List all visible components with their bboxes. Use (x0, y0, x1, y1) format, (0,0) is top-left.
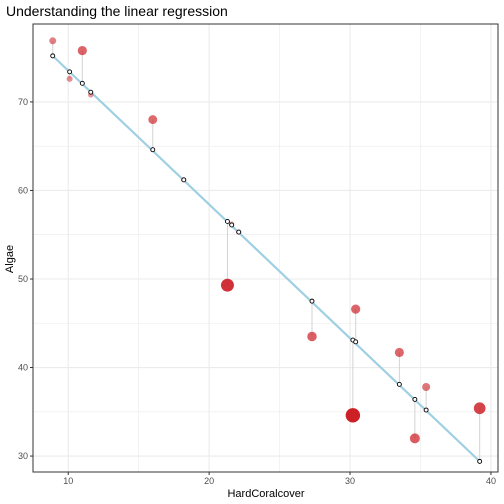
observed-point (148, 115, 158, 125)
y-axis-ticks: 30 40 50 60 70 (18, 97, 33, 461)
observed-point (422, 382, 431, 392)
chart-title: Understanding the linear regression (6, 3, 228, 19)
fitted-point (423, 407, 429, 413)
grid-lines (33, 24, 498, 472)
fitted-point (229, 222, 235, 228)
y-tick-label: 70 (18, 97, 28, 107)
fitted-point (412, 396, 418, 402)
fitted-point (150, 147, 156, 153)
observed-point (351, 304, 361, 314)
fit-line (51, 55, 481, 463)
y-tick-label: 40 (18, 363, 28, 373)
panel-border (32, 23, 499, 473)
fitted-point (88, 89, 94, 95)
observed-points (49, 37, 486, 444)
fitted-point (50, 53, 56, 59)
observed-point (220, 278, 234, 292)
observed-point (49, 37, 57, 45)
observed-point (77, 45, 87, 56)
x-tick-label: 10 (63, 476, 73, 486)
fitted-point (236, 229, 242, 235)
fitted-point (181, 177, 187, 183)
x-tick-label: 20 (204, 476, 214, 486)
x-axis-title: HardCoralcover (227, 488, 304, 500)
fitted-point (67, 69, 73, 75)
fitted-point (225, 218, 230, 224)
x-axis-ticks: 10 20 30 40 (63, 472, 496, 486)
y-tick-label: 60 (18, 185, 28, 195)
fitted-point (396, 381, 402, 387)
x-tick-label: 30 (345, 476, 355, 486)
observed-point (473, 402, 486, 415)
observed-point (409, 433, 420, 444)
observed-point (394, 347, 404, 358)
fitted-point (353, 339, 359, 345)
y-axis-title: Algae (4, 245, 16, 273)
observed-point (345, 408, 361, 423)
fitted-point (309, 298, 315, 304)
fitted-point (79, 80, 85, 86)
observed-point (307, 331, 317, 342)
fitted-point (477, 458, 483, 464)
y-tick-label: 50 (18, 274, 28, 284)
x-tick-label: 40 (486, 476, 496, 486)
y-tick-label: 30 (18, 451, 28, 461)
observed-point (66, 75, 73, 82)
fitted-points (50, 53, 483, 464)
